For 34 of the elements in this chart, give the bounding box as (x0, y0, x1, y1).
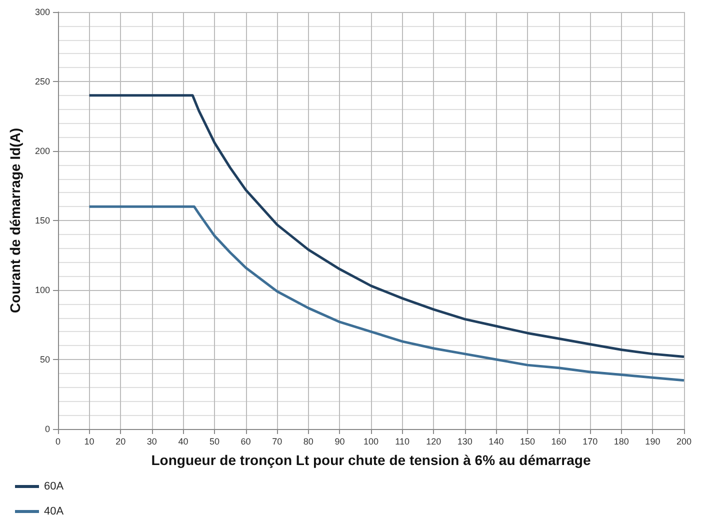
x-tick-label: 140 (488, 436, 504, 446)
x-tick-label: 190 (645, 436, 660, 446)
x-axis-title: Longueur de tronçon Lt pour chute de tension à 6% au démarrage (151, 452, 591, 468)
y-axis-title: Courant de démarrage Id(A) (7, 128, 23, 314)
x-tick-label: 60 (240, 436, 251, 446)
y-tick-label: 150 (34, 216, 50, 226)
x-tick-label: 100 (363, 436, 379, 446)
y-tick-label: 200 (34, 146, 50, 156)
legend-label: 60A (44, 480, 64, 492)
y-tick-label: 250 (34, 76, 50, 86)
y-tick-label: 50 (40, 354, 50, 364)
x-tick-label: 0 (55, 436, 61, 446)
x-tick-label: 160 (551, 436, 566, 446)
x-tick-label: 30 (146, 436, 157, 446)
x-tick-label: 130 (457, 436, 472, 446)
x-tick-label: 20 (116, 436, 126, 446)
y-tick-label: 300 (34, 7, 50, 17)
x-tick-label: 80 (303, 436, 314, 446)
x-tick-label: 70 (272, 436, 282, 446)
x-tick-label: 50 (209, 436, 220, 446)
x-tick-label: 40 (178, 436, 188, 446)
y-tick-label: 100 (34, 285, 50, 295)
x-tick-label: 150 (520, 436, 536, 446)
legend-label: 40A (44, 506, 64, 518)
x-tick-label: 10 (84, 436, 94, 446)
line-series (88, 205, 686, 382)
x-tick-label: 110 (395, 436, 410, 446)
line-series (88, 94, 686, 358)
x-tick-label: 90 (334, 436, 345, 446)
x-tick-label: 120 (426, 436, 442, 446)
y-tick-label: 0 (44, 424, 50, 434)
x-tick-label: 200 (676, 436, 692, 446)
x-tick-label: 180 (614, 436, 629, 446)
x-tick-label: 170 (582, 436, 598, 446)
